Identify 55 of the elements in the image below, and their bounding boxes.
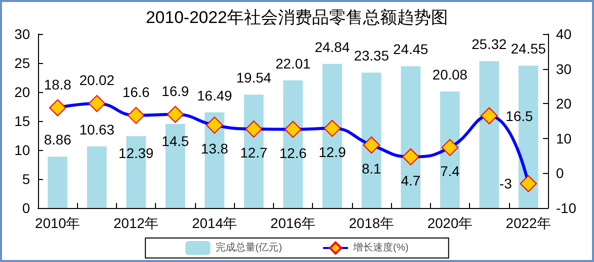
data-label: 19.54 [236, 70, 272, 86]
bar [400, 66, 420, 208]
x-tick-label: 2022年 [506, 215, 551, 231]
data-label: 16.5 [506, 108, 534, 124]
data-label: 14.5 [162, 132, 190, 149]
data-label: 16.49 [197, 87, 232, 104]
legend-label: 完成总量(亿元) [215, 242, 282, 254]
data-label: 7.4 [440, 162, 460, 179]
y2-tick-label: -10 [556, 200, 576, 216]
data-label: 18.8 [44, 76, 72, 92]
data-label: 24.45 [393, 41, 428, 58]
y2-tick-label: 10 [556, 130, 572, 146]
data-label: 23.35 [354, 48, 390, 64]
data-label: 4.7 [400, 172, 421, 188]
data-label: 12.9 [318, 144, 346, 160]
data-label: 10.63 [79, 121, 115, 138]
bar [362, 72, 382, 208]
y-tick-label: 5 [22, 171, 30, 187]
legend-label: 增长速度(%) [352, 242, 409, 254]
bar [48, 156, 68, 208]
y2-tick-label: 30 [556, 60, 572, 77]
data-label: 16.6 [122, 84, 150, 100]
y-tick-label: 25 [14, 55, 30, 71]
data-label: 22.01 [275, 55, 311, 72]
y-tick-label: 30 [14, 26, 30, 42]
y2-tick-label: 20 [556, 96, 572, 112]
bar [479, 61, 499, 208]
x-tick-label: 2014年 [192, 215, 238, 231]
data-label: 13.8 [200, 140, 228, 157]
chart-title: 2010-2022年社会消费品零售总额趋势图 [146, 8, 448, 27]
y-tick-label: 0 [22, 200, 30, 216]
y2-tick-label: 0 [556, 165, 564, 182]
data-label: 24.55 [510, 40, 546, 57]
data-label: 20.02 [79, 72, 115, 88]
bar [87, 146, 107, 208]
y2-tick-label: 40 [556, 26, 572, 42]
x-tick-label: 2020年 [427, 215, 472, 231]
y-tick-label: 10 [14, 142, 30, 158]
data-label: 25.32 [472, 36, 507, 52]
data-label: 24.84 [314, 38, 350, 55]
data-label: 12.39 [118, 145, 154, 162]
x-tick-label: 2010年 [35, 215, 80, 231]
y-tick-label: 20 [14, 84, 30, 100]
data-label: 12.6 [279, 144, 307, 161]
data-label: -3 [499, 176, 512, 192]
data-label: 8.1 [362, 160, 382, 177]
bar [440, 92, 460, 208]
y-tick-label: 15 [14, 113, 30, 129]
data-label: 20.08 [432, 66, 468, 83]
x-tick-label: 2016年 [270, 215, 316, 231]
x-tick-label: 2018年 [348, 215, 394, 231]
data-label: 16.9 [162, 82, 190, 99]
data-label: 12.7 [240, 144, 268, 161]
x-tick-label: 2012年 [114, 215, 159, 231]
data-label: 8.86 [44, 132, 72, 148]
